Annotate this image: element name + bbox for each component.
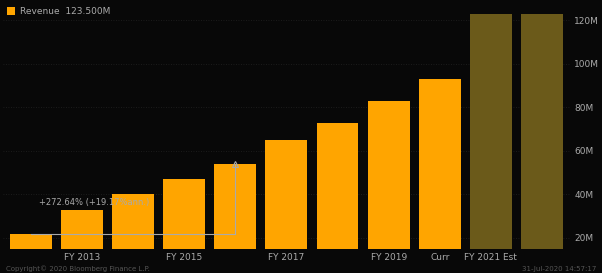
Text: 31-Jul-2020 14:57:17: 31-Jul-2020 14:57:17 xyxy=(521,266,596,272)
Text: Copyright© 2020 Bloomberg Finance L.P.: Copyright© 2020 Bloomberg Finance L.P. xyxy=(6,265,150,272)
Bar xyxy=(521,14,563,273)
Bar xyxy=(368,101,409,273)
Legend: Revenue  123.500M: Revenue 123.500M xyxy=(7,7,110,16)
Bar xyxy=(265,140,308,273)
Bar xyxy=(61,210,103,273)
Bar xyxy=(10,234,52,273)
Bar xyxy=(317,123,358,273)
Bar xyxy=(470,14,512,273)
Bar xyxy=(163,179,205,273)
Text: +272.64% (+19.17%ann.): +272.64% (+19.17%ann.) xyxy=(39,198,149,207)
Bar xyxy=(214,164,256,273)
Bar xyxy=(112,194,154,273)
Bar xyxy=(419,79,461,273)
